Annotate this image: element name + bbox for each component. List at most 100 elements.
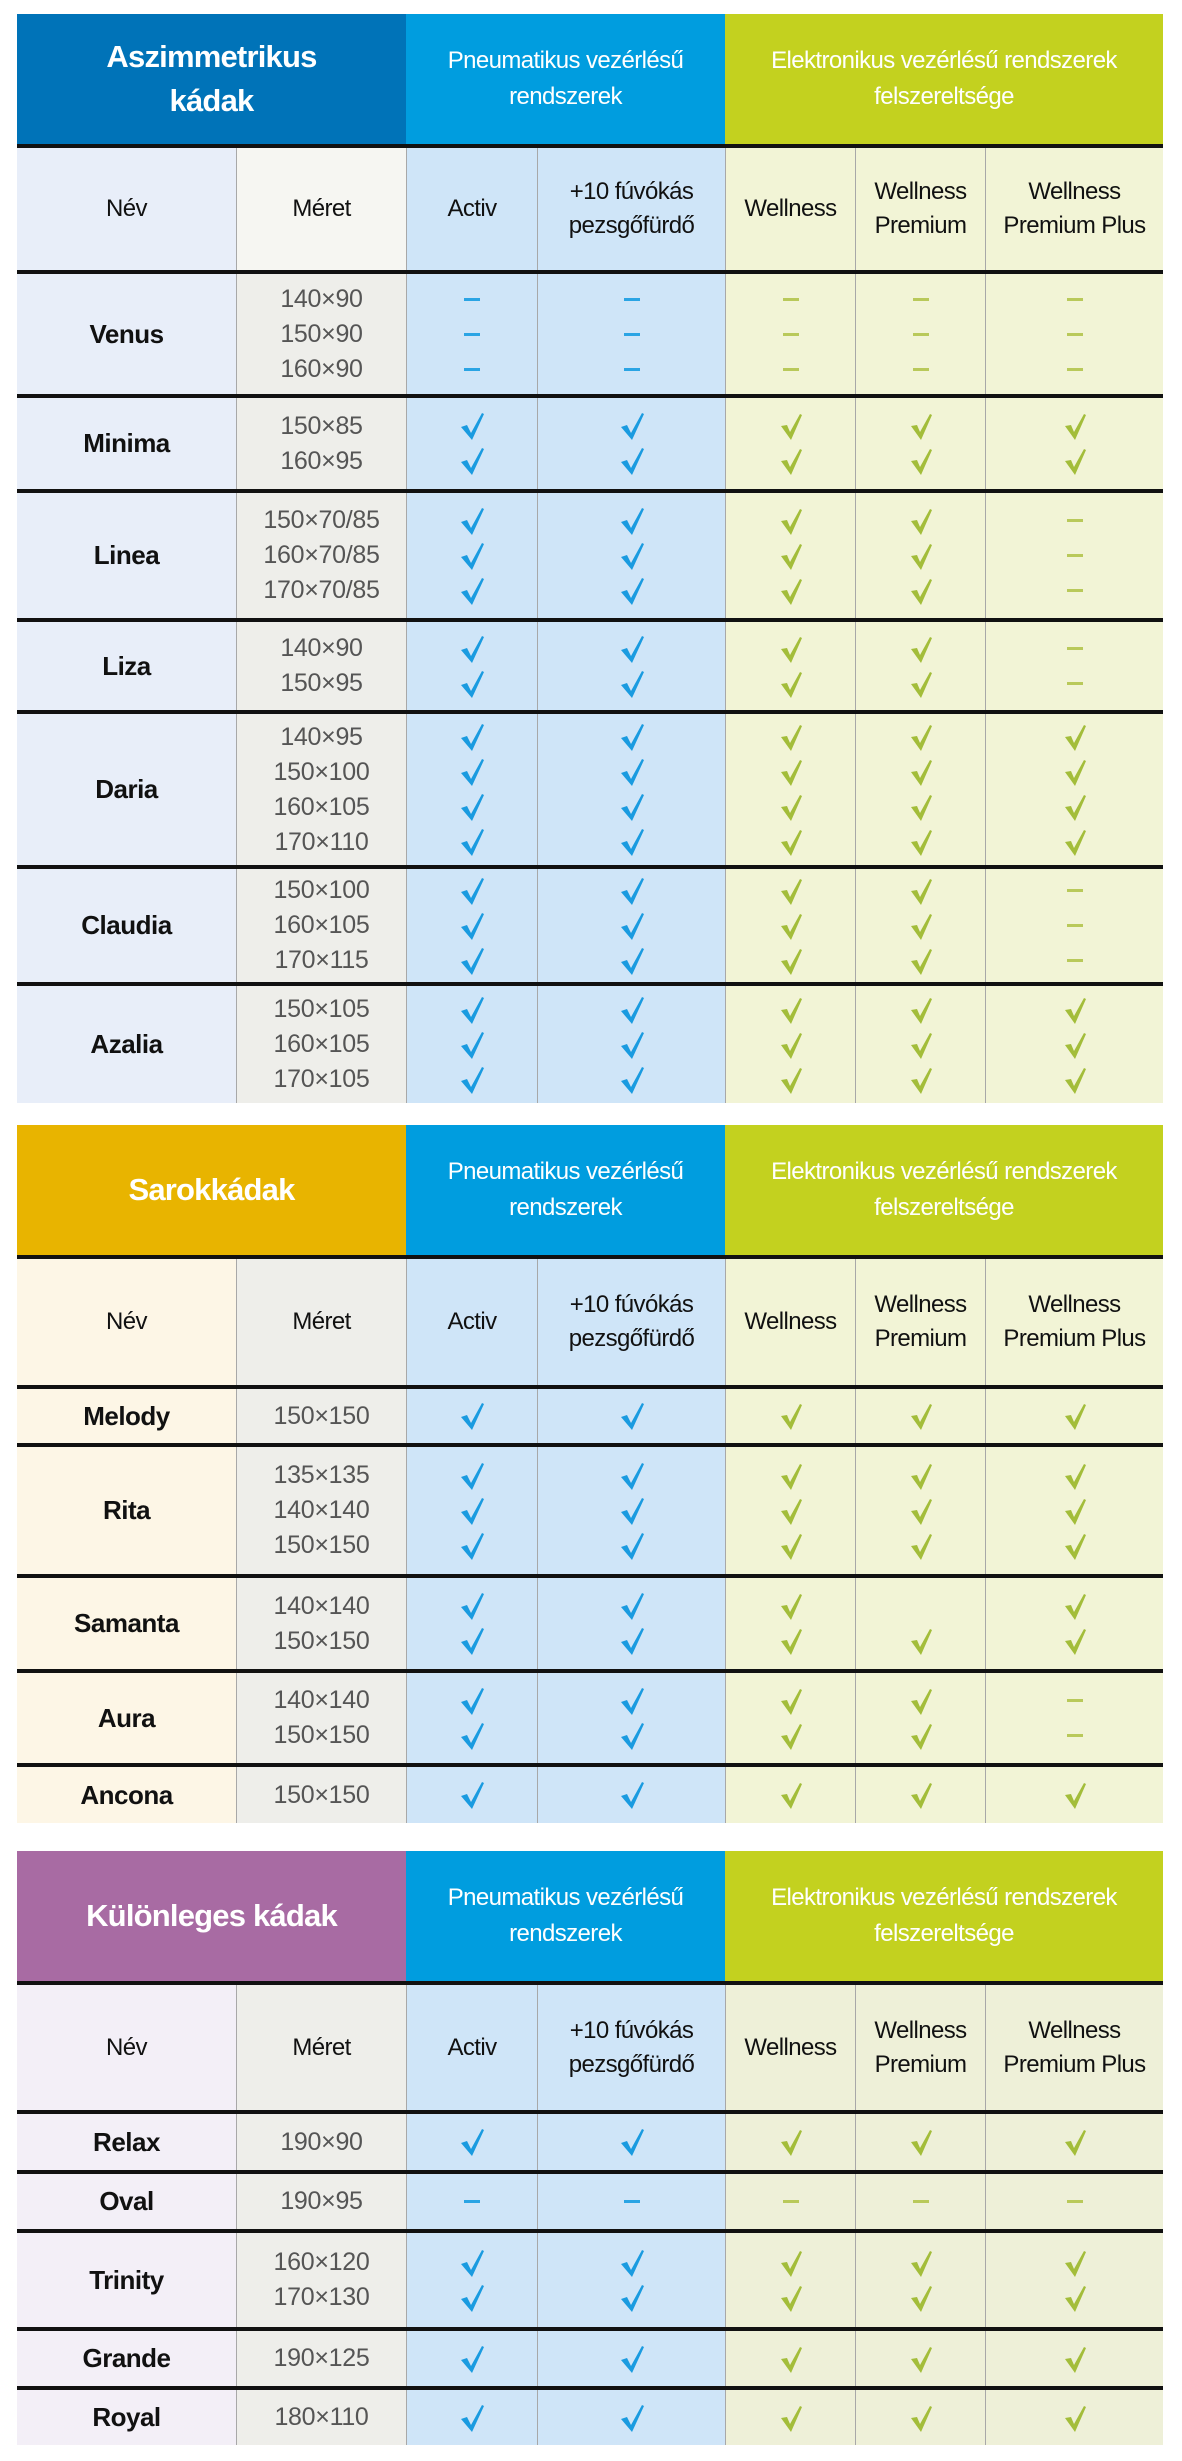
size-value: 150×70/85 <box>263 506 380 534</box>
table-row: Claudia 150×100 160×105 170×115 <box>17 865 1163 982</box>
group-electronic-line1: Elektronikus vezérlésű rendszerek <box>771 1158 1117 1185</box>
check-icon <box>779 1624 803 1659</box>
group-electronic-line2: felszereltsége <box>874 83 1014 110</box>
activ-cell <box>406 493 537 618</box>
col-pezsgo: +10 fúvókás pezsgőfürdő <box>537 148 725 270</box>
check-icon <box>909 1493 933 1528</box>
check-icon <box>460 720 484 755</box>
col-wellness-premium-plus-line2: Premium Plus <box>1003 212 1146 239</box>
wellness-premium-plus-cell <box>985 1578 1163 1669</box>
size-value: 160×70/85 <box>263 541 380 569</box>
model-name: Royal <box>92 2402 161 2432</box>
group-pneumatic-line2: rendszerek <box>509 1194 622 1221</box>
check-icon <box>460 1778 484 1813</box>
check-icon <box>909 873 933 908</box>
col-pezsgo-line1: +10 fúvókás <box>569 1291 694 1318</box>
col-activ: Activ <box>406 1259 537 1385</box>
check-icon <box>909 992 933 1027</box>
wellness-cell <box>725 2390 855 2445</box>
size-value: 140×90 <box>280 634 363 662</box>
sizes-cell: 160×120 170×130 <box>236 2233 406 2327</box>
check-icon <box>909 631 933 666</box>
activ-cell <box>406 2331 537 2386</box>
dash-icon <box>1066 573 1083 608</box>
col-pezsgo-line1: +10 fúvókás <box>569 178 694 205</box>
col-size-label: Méret <box>292 1308 351 1335</box>
dash-icon <box>1066 666 1083 701</box>
check-icon <box>460 2125 484 2160</box>
table-row: Venus 140×90 150×90 160×90 <box>17 270 1163 394</box>
pezsgo-cell <box>537 714 725 865</box>
category-title-line2: kádak <box>169 83 255 118</box>
activ-cell <box>406 2174 537 2229</box>
col-wellness-premium: Wellness Premium <box>855 148 985 270</box>
col-pezsgo: +10 fúvókás pezsgőfürdő <box>537 1259 725 1385</box>
check-icon <box>779 992 803 1027</box>
check-icon <box>460 908 484 943</box>
check-icon <box>909 573 933 608</box>
size-value: 150×100 <box>273 757 370 786</box>
category-title: Sarokkádak <box>17 1125 406 1255</box>
sizes-cell: 190×95 <box>236 2174 406 2229</box>
model-name: Venus <box>89 318 164 349</box>
dash-icon <box>464 352 480 387</box>
dash-icon <box>782 2184 799 2219</box>
dash-icon <box>782 282 799 317</box>
sizes-cell: 150×150 <box>236 1767 406 1823</box>
check-icon <box>1063 1062 1087 1097</box>
check-icon <box>779 2125 803 2160</box>
size-value: 150×150 <box>273 1780 370 1809</box>
col-wellness-label: Wellness <box>744 195 837 222</box>
dash-icon <box>912 282 929 317</box>
size-value: 140×95 <box>280 722 363 751</box>
table-row: Trinity 160×120 170×130 <box>17 2229 1163 2327</box>
dash-icon <box>1066 908 1083 943</box>
check-icon <box>909 825 933 860</box>
wellness-premium-plus-cell <box>985 2174 1163 2229</box>
check-icon <box>1063 2245 1087 2280</box>
sizes-cell: 140×140 150×150 <box>236 1673 406 1763</box>
wellness-premium-cell <box>855 1767 985 1823</box>
dash-icon <box>912 352 929 387</box>
wellness-cell <box>725 398 855 489</box>
col-pezsgo-line2: pezsgőfürdő <box>568 2050 695 2078</box>
size-value: 140×140 <box>273 1686 370 1714</box>
check-icon <box>909 2400 933 2435</box>
wellness-premium-plus-cell <box>985 1447 1163 1574</box>
col-wellness-premium-line1: Wellness <box>874 2016 967 2044</box>
check-icon <box>620 1062 644 1097</box>
col-wellness-premium-line1: Wellness <box>874 1291 967 1318</box>
pezsgo-cell <box>537 1767 725 1823</box>
model-name: Ancona <box>80 1779 173 1810</box>
wellness-premium-plus-cell <box>985 2233 1163 2327</box>
check-icon <box>779 1458 803 1493</box>
size-value: 190×95 <box>280 2187 363 2215</box>
wellness-premium-cell <box>855 274 985 394</box>
wellness-premium-plus-cell <box>985 1673 1163 1763</box>
model-name: Aura <box>97 1702 156 1733</box>
activ-cell <box>406 2233 537 2327</box>
pezsgo-cell <box>537 398 725 489</box>
check-icon <box>909 666 933 701</box>
check-icon <box>460 2245 484 2280</box>
col-pezsgo-line2: pezsgőfürdő <box>568 212 695 239</box>
col-activ-label: Activ <box>447 1308 497 1335</box>
check-icon <box>779 1718 803 1753</box>
pezsgo-cell <box>537 869 725 982</box>
activ-cell <box>406 398 537 489</box>
check-icon <box>1063 790 1087 825</box>
check-icon <box>460 1528 484 1563</box>
group-electronic-line1: Elektronikus vezérlésű rendszerek <box>771 47 1117 74</box>
check-icon <box>460 1399 484 1434</box>
check-icon <box>779 409 803 444</box>
check-icon <box>1063 409 1087 444</box>
check-icon <box>620 1027 644 1062</box>
size-value: 160×120 <box>273 2248 370 2276</box>
model-name: Grande <box>82 2343 171 2373</box>
col-name: Név <box>17 1259 236 1385</box>
check-icon <box>1063 2341 1087 2376</box>
size-value: 150×90 <box>280 319 363 348</box>
col-pezsgo: +10 fúvókás pezsgőfürdő <box>537 1985 725 2110</box>
group-pneumatic-line1: Pneumatikus vezérlésű <box>447 1158 684 1185</box>
check-icon <box>909 1683 933 1718</box>
